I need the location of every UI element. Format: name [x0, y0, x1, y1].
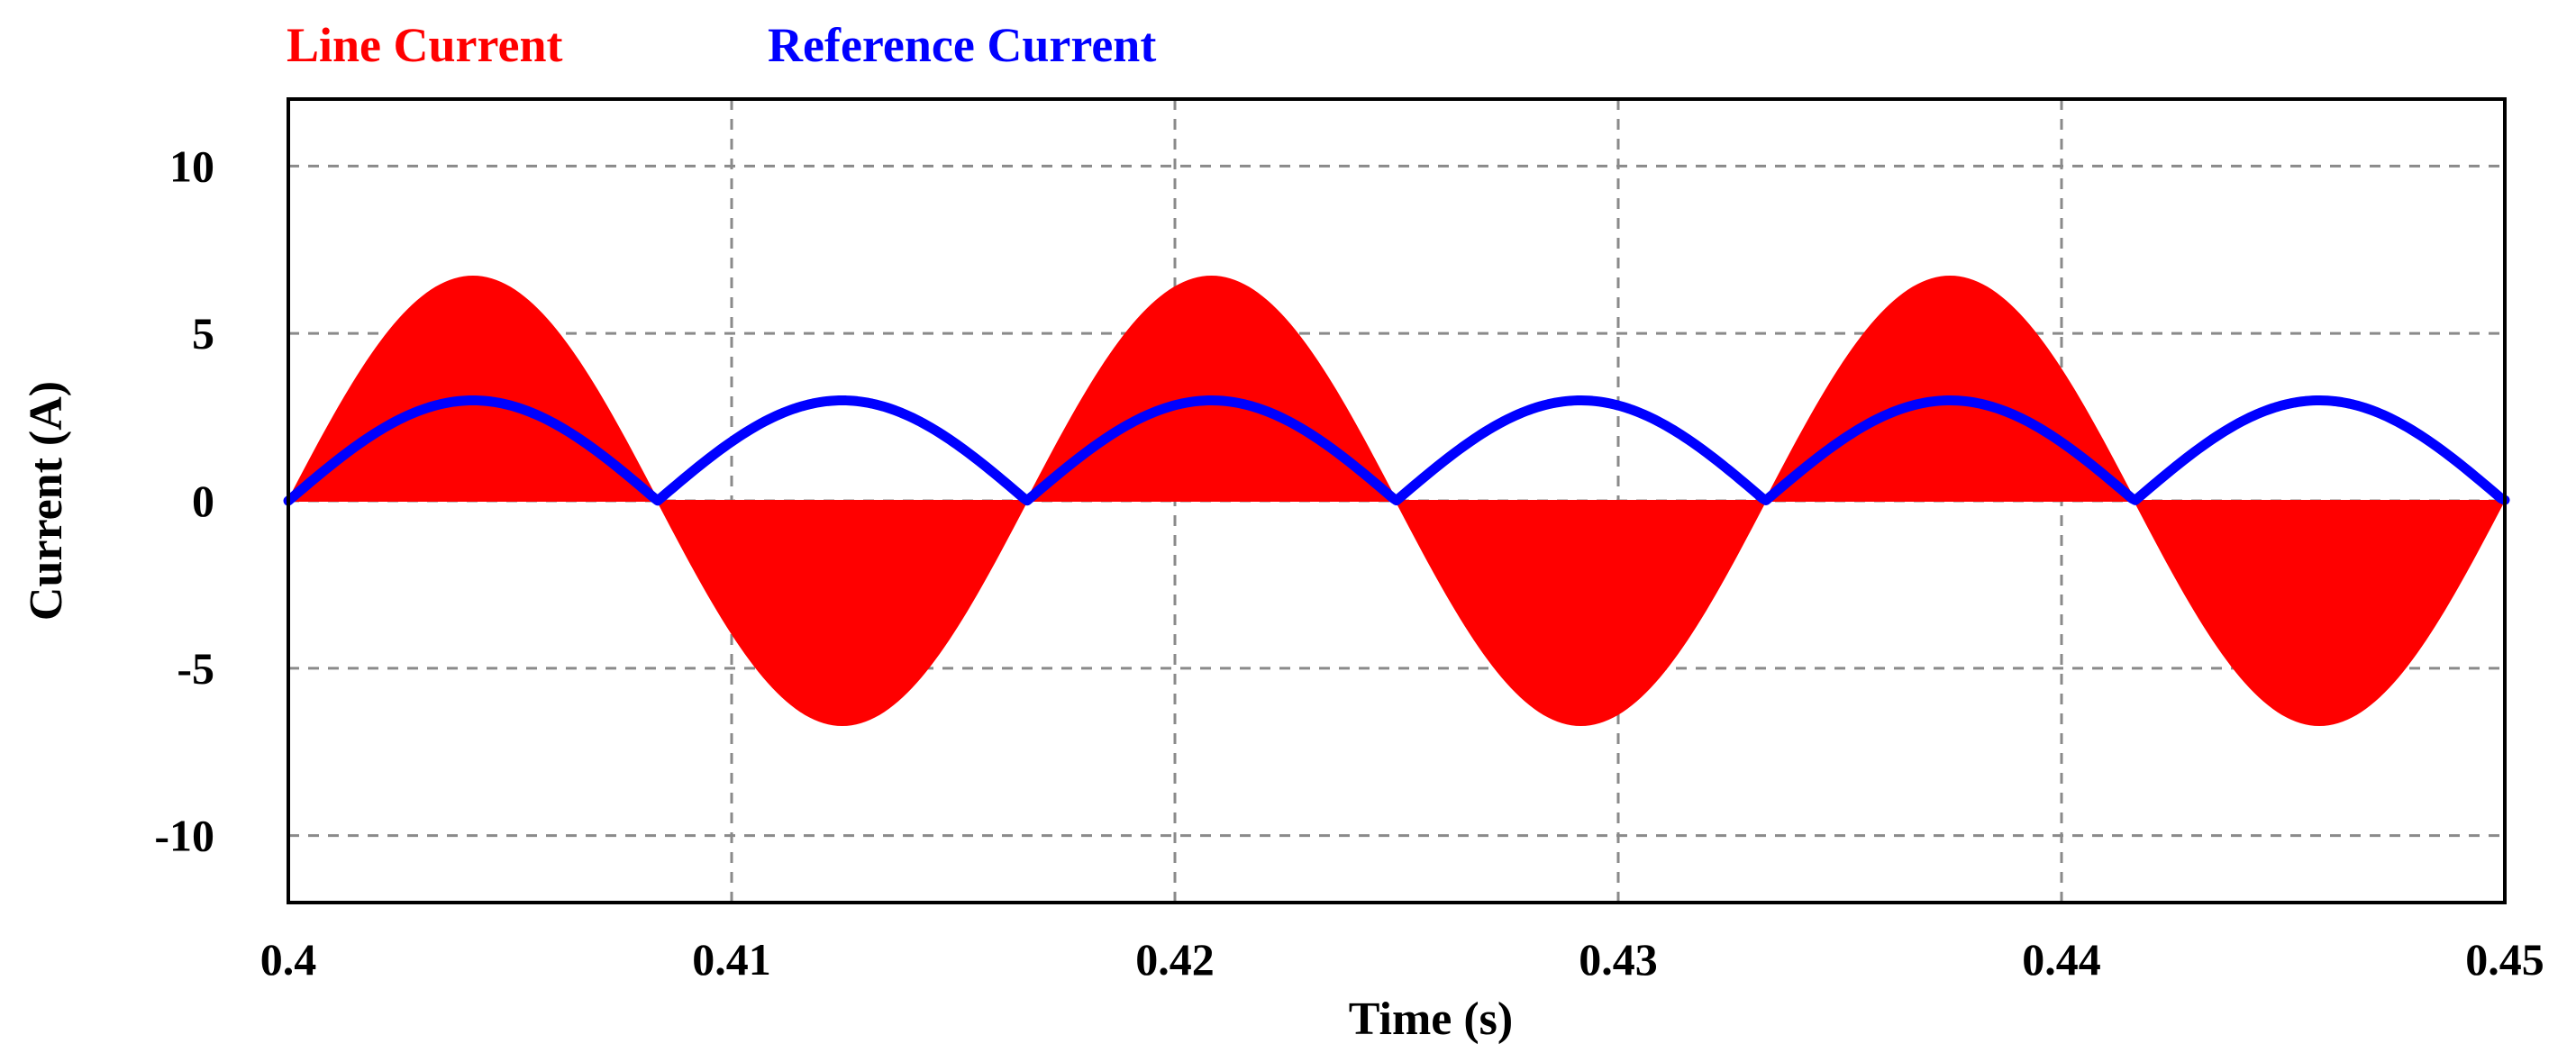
- y-tick-label: 0: [192, 476, 214, 526]
- legend-line-current: Line Current: [287, 18, 563, 72]
- plot-frame: [287, 97, 2507, 904]
- y-tick-label: 5: [192, 308, 214, 359]
- series-layer: [283, 275, 2510, 727]
- x-tick-label: 0.45: [2465, 934, 2544, 985]
- x-tick-label: 0.42: [1135, 934, 1215, 985]
- line-current-lobe: [1394, 500, 1767, 727]
- line-current-lobe: [656, 500, 1029, 727]
- line-current-lobe: [287, 275, 660, 502]
- line-current-lobe: [1763, 275, 2136, 502]
- x-tick-label: 0.4: [260, 934, 317, 985]
- line-current-lobe: [1025, 275, 1398, 502]
- y-axis-title: Current (A): [21, 381, 72, 621]
- x-tick-label: 0.41: [692, 934, 771, 985]
- x-tick-labels: 0.4 0.41 0.42 0.43 0.44 0.45: [260, 934, 2544, 985]
- x-tick-label: 0.43: [1579, 934, 1658, 985]
- x-tick-label: 0.44: [2022, 934, 2101, 985]
- y-tick-label: -5: [177, 643, 214, 694]
- legend-reference-current: Reference Current: [768, 18, 1156, 72]
- x-axis-title: Time (s): [1349, 994, 1513, 1045]
- line-current-lobe: [2133, 500, 2506, 727]
- y-tick-labels: 10 5 0 -5 -10: [154, 141, 214, 860]
- y-tick-label: -10: [154, 811, 214, 861]
- reference-current-line: [283, 395, 2510, 506]
- y-tick-label: 10: [169, 141, 214, 191]
